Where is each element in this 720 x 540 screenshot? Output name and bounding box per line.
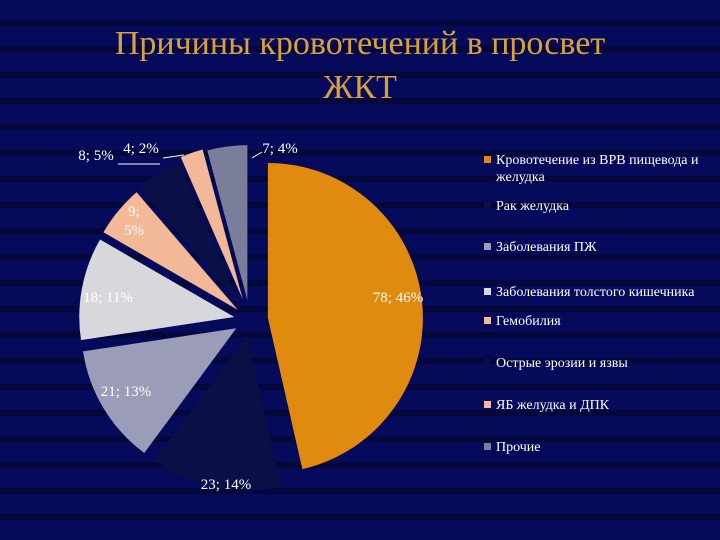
slide-title: Причины кровотечений в просвет ЖКТ xyxy=(0,22,720,110)
legend-swatch xyxy=(484,401,491,408)
legend-item-3: Заболевания ПЖ xyxy=(484,239,716,256)
legend-label: Заболевания ПЖ xyxy=(496,240,597,255)
leader-line-2 xyxy=(162,154,185,159)
legend-swatch xyxy=(484,156,491,163)
pie-slice-3 xyxy=(83,328,237,453)
data-label-5: 9; 5% xyxy=(124,204,144,239)
slide-title-line1: Причины кровотечений в просвет xyxy=(114,25,606,62)
data-label-6: 8; 5% xyxy=(78,148,113,164)
legend-label: Кровотечение из ВРВ пищевода и желудка xyxy=(496,153,699,185)
leader-line-3 xyxy=(251,151,263,159)
legend-item-1: Кровотечение из ВРВ пищевода и желудка xyxy=(484,152,716,186)
pie-slice-1 xyxy=(267,162,423,470)
pie-slice-8 xyxy=(207,145,248,301)
legend-item-7: ЯБ желудка и ДПК xyxy=(484,397,716,414)
legend-item-5: Гемобилия xyxy=(484,313,716,330)
pie-slice-6 xyxy=(139,162,241,305)
data-label-3: 21; 13% xyxy=(101,384,151,400)
legend-swatch xyxy=(484,288,491,295)
legend-swatch xyxy=(484,359,491,366)
pie-slice-7 xyxy=(180,149,243,300)
legend-label: Рак желудка xyxy=(496,199,570,214)
legend-label: Прочие xyxy=(496,440,541,455)
data-label-7: 4; 2% xyxy=(123,141,158,157)
data-label-1: 78; 46% xyxy=(373,290,423,306)
legend-swatch xyxy=(484,243,491,250)
legend-swatch xyxy=(484,202,491,209)
legend-swatch xyxy=(484,443,491,450)
pie-slice-2 xyxy=(154,335,282,491)
legend-item-4: Заболевания толстого кишечника xyxy=(484,284,716,301)
pie-slice-5 xyxy=(103,192,238,310)
pie-slice-4 xyxy=(79,239,235,341)
legend-label: Острые эрозии и язвы xyxy=(496,356,628,371)
data-label-4: 18; 11% xyxy=(83,290,133,306)
chart-legend: Кровотечение из ВРВ пищевода и желудка Ра… xyxy=(484,152,716,456)
slide-title-line2: ЖКТ xyxy=(323,69,397,106)
legend-label: Гемобилия xyxy=(496,314,561,329)
data-label-2: 23; 14% xyxy=(201,477,251,493)
legend-swatch xyxy=(484,317,491,324)
legend-item-2: Рак желудка xyxy=(484,198,716,215)
data-label-8: 7; 4% xyxy=(262,141,297,157)
legend-item-6: Острые эрозии и язвы xyxy=(484,355,716,372)
legend-label: Заболевания толстого кишечника xyxy=(496,285,695,300)
legend-item-8: Прочие xyxy=(484,439,716,456)
legend-label: ЯБ желудка и ДПК xyxy=(496,398,610,413)
